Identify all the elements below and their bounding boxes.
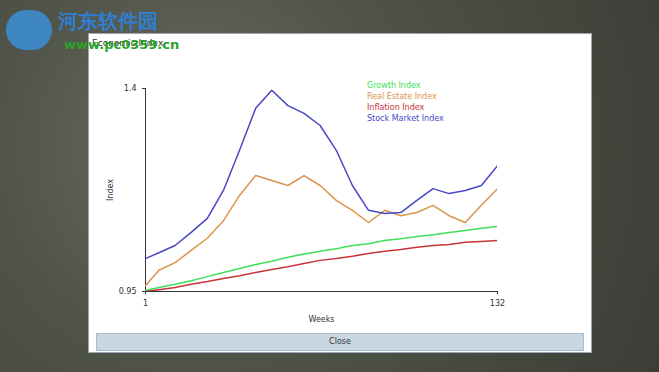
html-text:河东软件园: 河东软件园 xyxy=(58,9,158,33)
svg-text:1.4: 1.4 xyxy=(124,84,137,93)
svg-text:1: 1 xyxy=(143,299,148,308)
html-text:Inflation Index: Inflation Index xyxy=(367,103,425,112)
html-text:Economic Index: Economic Index xyxy=(92,38,164,48)
html-text:Stock Market Index: Stock Market Index xyxy=(367,114,444,123)
html-text:Growth Index: Growth Index xyxy=(367,81,421,90)
html-text:Close: Close xyxy=(329,337,351,346)
svg-text:132: 132 xyxy=(490,299,505,308)
svg-text:0.95: 0.95 xyxy=(119,287,137,296)
svg-text:Weeks: Weeks xyxy=(308,315,334,324)
html-text:Real Estate Index: Real Estate Index xyxy=(367,92,437,101)
html-text:www.pc0359.cn: www.pc0359.cn xyxy=(64,37,180,52)
svg-text:Index: Index xyxy=(106,179,115,201)
